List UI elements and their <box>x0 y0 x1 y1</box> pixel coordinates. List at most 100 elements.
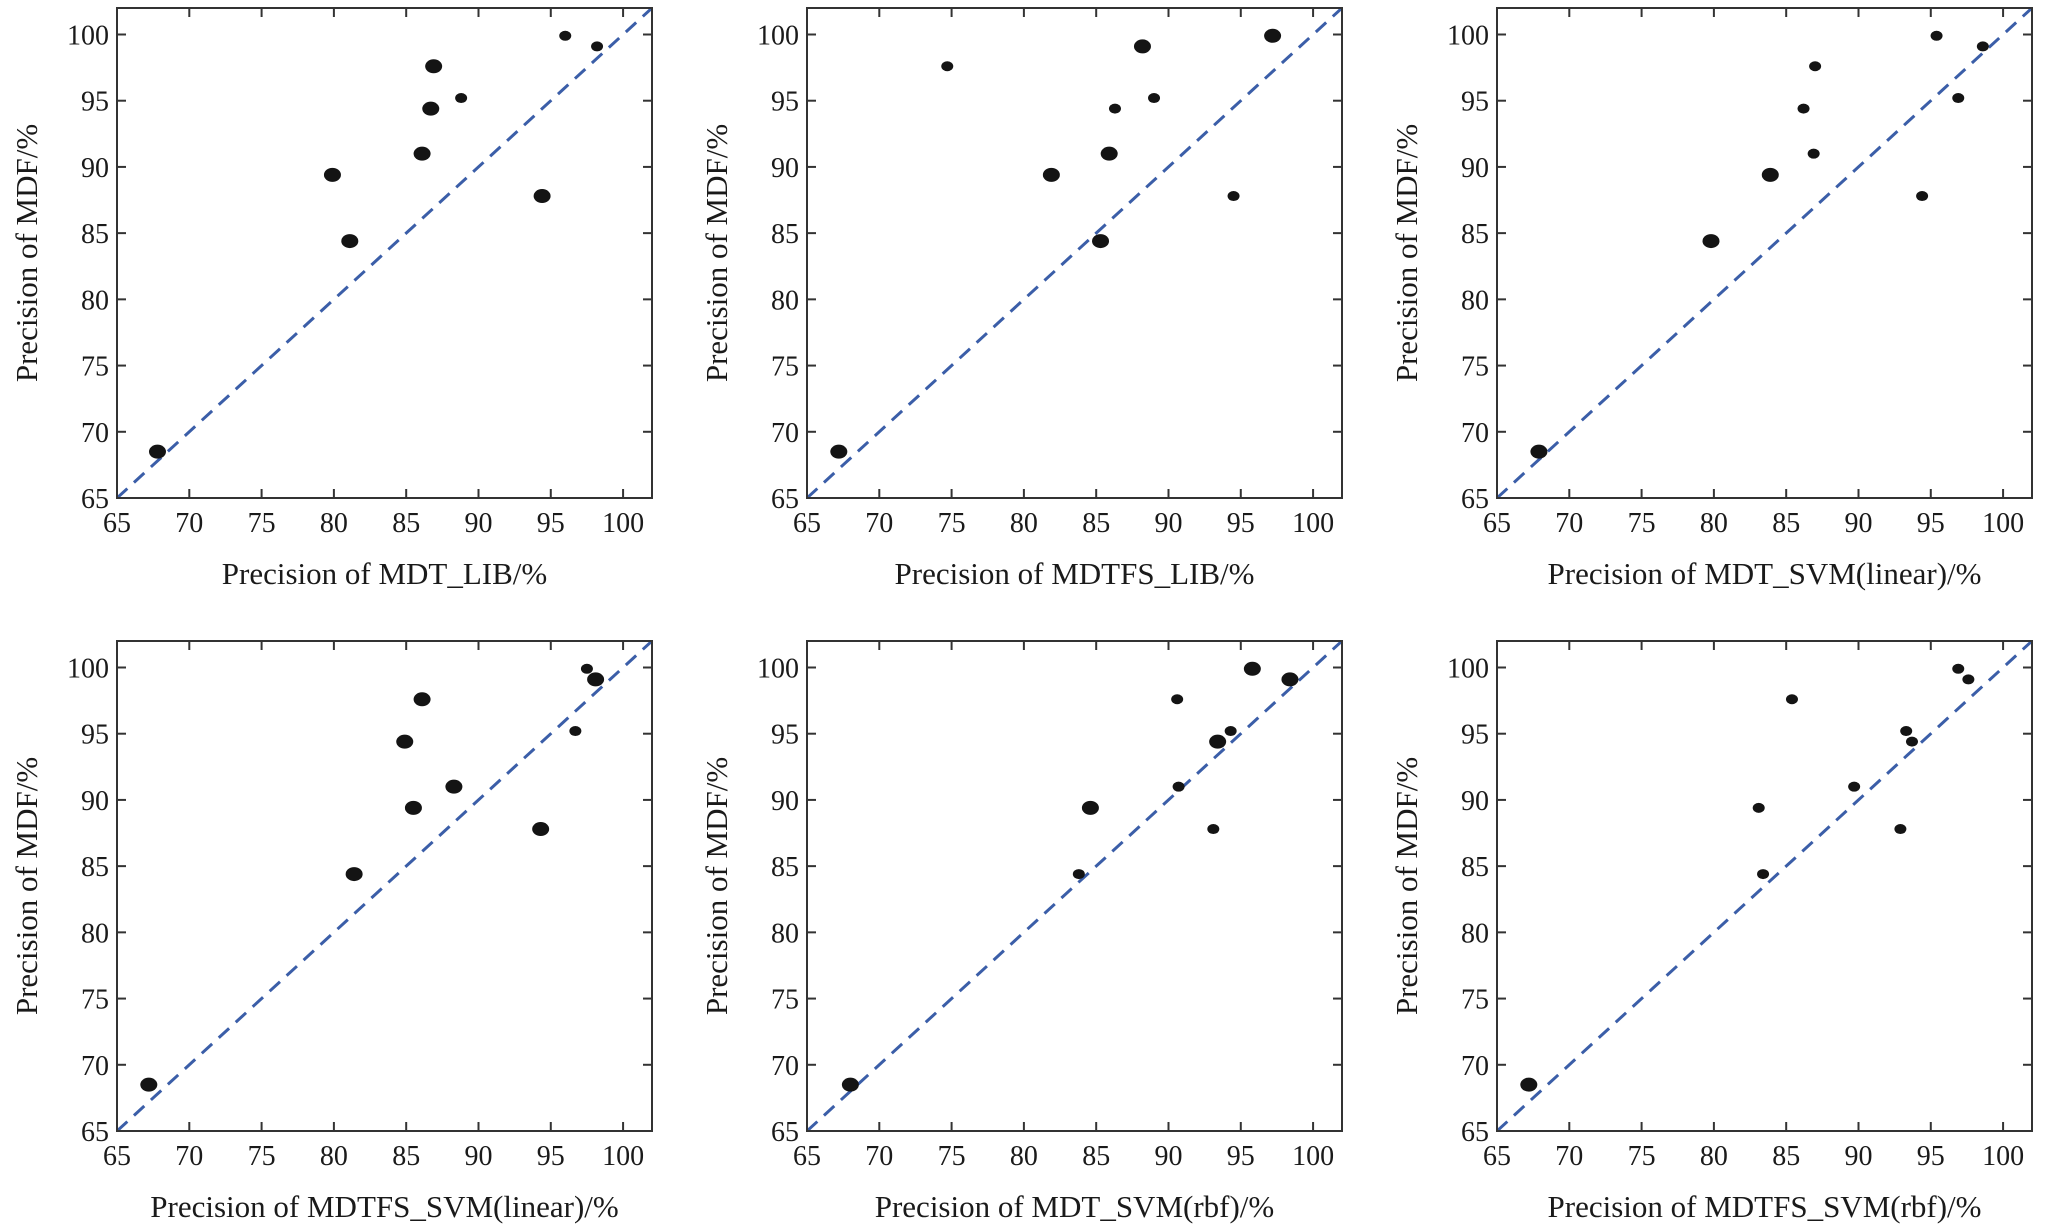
data-point <box>1133 39 1151 54</box>
x-tick-label: 65 <box>793 1141 821 1172</box>
x-tick-label: 95 <box>1227 1141 1255 1172</box>
y-tick-label: 100 <box>67 20 109 51</box>
x-tick-label: 75 <box>1628 508 1656 539</box>
scatter-panel-4: 65 70 75 80 85 90 95 100 65 70 75 80 85 90 95 100 Precis… <box>9 640 653 1224</box>
y-tick-label: 75 <box>81 352 109 383</box>
data-point <box>1848 781 1861 792</box>
data-point <box>591 41 604 52</box>
data-point <box>1757 869 1770 880</box>
axes-frame <box>806 640 1343 1132</box>
y-tick-label: 70 <box>81 418 109 449</box>
data-point <box>1916 191 1929 202</box>
x-tick-label: 95 <box>537 1141 565 1172</box>
x-tick-label: 70 <box>175 1141 203 1172</box>
scatter-panel-3: 65 70 75 80 85 90 95 10065707580859095100Precis… <box>1389 7 2033 591</box>
data-point <box>1797 103 1810 114</box>
x-tick-label: 90 <box>464 508 492 539</box>
y-tick-label: 80 <box>1461 285 1489 316</box>
reference-line-y-equals-x <box>1497 8 2032 498</box>
x-tick-label: 70 <box>175 508 203 539</box>
y-axis-label: Precision of MDF/% <box>699 124 734 382</box>
x-tick-label: 95 <box>1917 508 1945 539</box>
y-axis-label: Precision of MDF/% <box>9 124 44 382</box>
x-tick-label: 100 <box>1292 508 1334 539</box>
x-tick-label: 75 <box>248 508 276 539</box>
x-axis-label: Precision of MDT_SVM(linear)/% <box>1548 556 1982 591</box>
x-tick-label: 85 <box>392 1141 420 1172</box>
y-tick-label: 75 <box>1461 352 1489 383</box>
y-tick-label: 75 <box>771 352 799 383</box>
data-point <box>1092 234 1110 249</box>
x-tick-label: 85 <box>1082 508 1110 539</box>
x-tick-label: 100 <box>602 508 644 539</box>
y-tick-label: 100 <box>757 20 799 51</box>
x-axis-label: Precision of MDTFS_SVM(rbf)/% <box>1548 1189 1982 1224</box>
x-axis-label: Precision of MDTFS_SVM(linear)/% <box>150 1189 618 1224</box>
y-tick-label: 95 <box>81 720 109 751</box>
x-axis-label: Precision of MDTFS_LIB/% <box>895 556 1255 591</box>
x-tick-label: 65 <box>1483 508 1511 539</box>
data-point <box>1952 663 1965 674</box>
scatter-panel-5: 65 70 75 80 85 90 95 100 65 70 75 80 85 90 95 100 Precis… <box>699 640 1343 1224</box>
x-tick-label: 90 <box>1844 1141 1872 1172</box>
x-tick-label: 70 <box>865 1141 893 1172</box>
y-tick-label: 80 <box>771 918 799 949</box>
scatter-panel-1: 65 70 75 80 85 90 95 100 65 70 75 80 85 90 95 100 Precis… <box>9 7 653 591</box>
data-point <box>1207 824 1220 835</box>
y-tick-label: 85 <box>771 219 799 250</box>
data-point <box>830 444 848 459</box>
y-axis-label: Precision of MDF/% <box>1389 124 1424 382</box>
y-axis-label: Precision of MDF/% <box>9 757 44 1015</box>
data-point <box>345 867 363 882</box>
data-point <box>1209 734 1227 749</box>
x-tick-label: 65 <box>793 508 821 539</box>
y-tick-label: 75 <box>771 985 799 1016</box>
x-tick-label: 80 <box>1700 1141 1728 1172</box>
reference-line-y-equals-x <box>807 8 1342 498</box>
data-point <box>413 146 431 161</box>
data-point <box>1952 93 1965 104</box>
data-point <box>1148 93 1161 104</box>
data-point <box>569 726 582 737</box>
reference-line-y-equals-x <box>807 641 1342 1131</box>
data-point <box>445 779 463 794</box>
y-tick-label: 85 <box>1461 219 1489 250</box>
x-tick-label: 95 <box>1917 1141 1945 1172</box>
data-point <box>323 167 341 182</box>
x-tick-label: 65 <box>1483 1141 1511 1172</box>
reference-line-y-equals-x <box>1497 641 2032 1131</box>
x-tick-label: 90 <box>464 1141 492 1172</box>
data-point <box>532 822 550 837</box>
axes-frame <box>1496 640 2033 1132</box>
data-point <box>559 30 572 41</box>
data-point <box>1520 1077 1538 1092</box>
data-point <box>533 189 551 204</box>
y-tick-label: 80 <box>81 918 109 949</box>
data-point <box>841 1077 859 1092</box>
reference-line-y-equals-x <box>117 641 652 1131</box>
y-tick-label: 95 <box>771 87 799 118</box>
y-tick-label: 95 <box>1461 720 1489 751</box>
data-point <box>1702 234 1720 249</box>
data-point <box>1900 726 1913 737</box>
data-point <box>1976 41 1989 52</box>
y-tick-label: 70 <box>771 418 799 449</box>
data-point <box>1172 781 1185 792</box>
x-tick-label: 95 <box>1227 508 1255 539</box>
y-tick-label: 95 <box>771 720 799 751</box>
data-point <box>1894 824 1907 835</box>
x-tick-label: 85 <box>1772 508 1800 539</box>
x-tick-label: 65 <box>103 508 131 539</box>
scatter-panel-6: 65 70 75 80 85 90 95 10065707580859095100Precis… <box>1389 640 2033 1224</box>
y-tick-label: 75 <box>1461 985 1489 1016</box>
x-tick-label: 100 <box>602 1141 644 1172</box>
data-point <box>1761 167 1779 182</box>
scatter-panel-2: 65 70 75 80 85 90 95 100 65 70 75 80 85 90 95 100 Precis… <box>699 7 1343 591</box>
y-tick-label: 70 <box>81 1051 109 1082</box>
y-tick-label: 85 <box>81 219 109 250</box>
axes-frame <box>116 640 653 1132</box>
y-tick-label: 90 <box>1461 153 1489 184</box>
x-tick-label: 75 <box>248 1141 276 1172</box>
y-tick-label: 100 <box>1447 20 1489 51</box>
